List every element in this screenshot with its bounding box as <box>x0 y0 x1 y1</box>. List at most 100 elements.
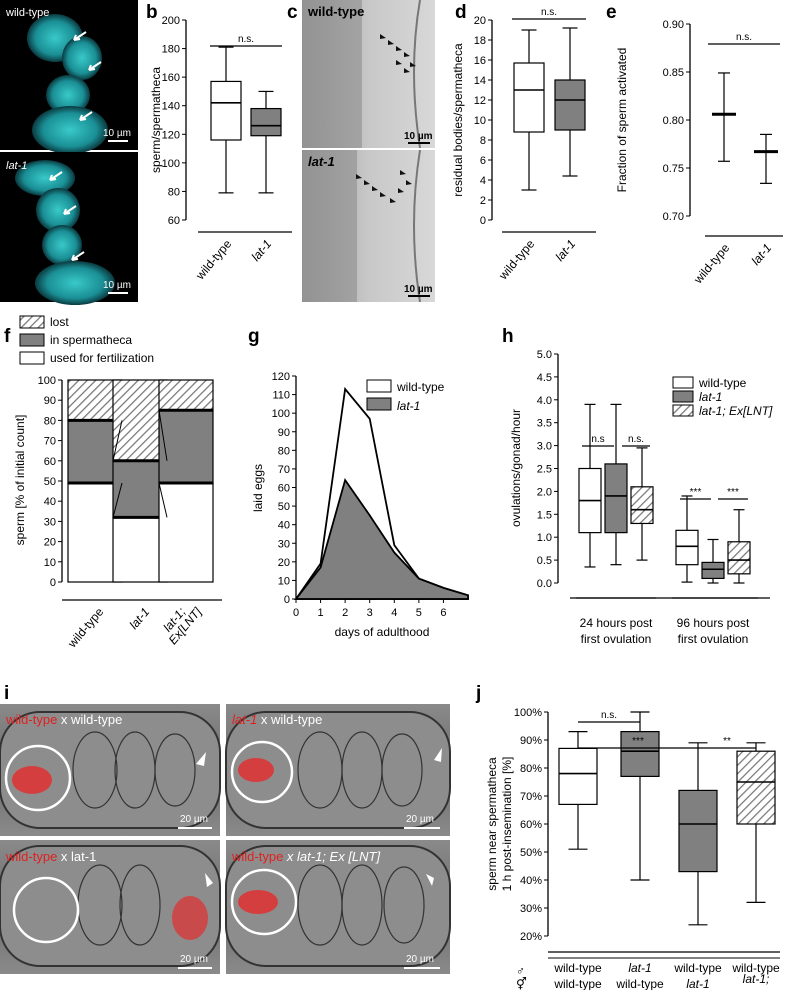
legend-label: lost <box>50 315 69 329</box>
y-tick-label: 100 <box>272 408 290 420</box>
legend-swatch <box>19 351 45 365</box>
panel-label-g: g <box>248 326 260 347</box>
y-tick-label: 50 <box>278 501 290 513</box>
herm-genotype: lat-1 <box>686 977 709 990</box>
y-tick-label: 180 <box>162 44 180 56</box>
y-tick-label: 2.0 <box>537 486 552 498</box>
scale-bar-label: 10 µm <box>103 280 131 291</box>
y-tick-label: 30 <box>44 516 56 528</box>
cross-female: wild-type <box>5 712 57 727</box>
arrow-icon <box>49 171 63 181</box>
area-lat1 <box>294 477 469 600</box>
box-96h-box <box>675 529 699 566</box>
legend-swatch <box>672 404 694 417</box>
y-tick-label: 50% <box>520 847 542 859</box>
y-tick-label: 30% <box>520 903 542 915</box>
bar-lost <box>158 379 214 411</box>
cross-male: x wild-type <box>57 712 122 727</box>
y-tick-label: 160 <box>162 72 180 84</box>
arrowhead-icon <box>426 874 434 886</box>
legend-swatch <box>366 397 392 411</box>
y-tick-label: 1.5 <box>537 509 552 521</box>
y-tick-label: 90% <box>520 735 542 747</box>
scale-bar-label: 20 µm <box>180 814 208 825</box>
y-tick-label: 4 <box>480 175 486 187</box>
panel-label-b: b <box>146 2 158 23</box>
micrograph-c-lat1: lat-1 10 µm <box>302 149 435 303</box>
y-axis-label: sperm/spermatheca <box>149 67 163 173</box>
y-tick-label: 10 <box>44 557 56 569</box>
x-tick-label: 4 <box>391 607 397 619</box>
y-tick-label: 100% <box>514 707 542 719</box>
y-tick-label: 0.5 <box>537 555 552 567</box>
legend-swatch <box>672 376 694 389</box>
y-tick-label: 0.80 <box>663 115 684 127</box>
arrowhead-icon <box>380 34 416 73</box>
y-tick-label: 40 <box>278 520 290 532</box>
y-tick-label: 90 <box>44 395 56 407</box>
scale-bar-label: 10 µm <box>404 284 433 295</box>
y-tick-label: 4.0 <box>537 395 552 407</box>
x-tick-label: 5 <box>416 607 422 619</box>
significance-label: *** <box>632 736 644 747</box>
y-tick-label: 20 <box>474 15 486 27</box>
y-tick-label: 0 <box>480 215 486 227</box>
x-tick-label: lat-1 <box>749 241 775 268</box>
y-tick-label: 0.70 <box>663 211 684 223</box>
y-tick-label: 30 <box>278 538 290 550</box>
significance-label: n.s. <box>628 434 644 445</box>
y-axis-label: sperm near spermatheca <box>485 757 499 891</box>
panel-label-i: i <box>4 683 9 704</box>
y-tick-label: 20% <box>520 931 542 943</box>
box-1-box <box>620 730 660 777</box>
y-tick-label: 140 <box>162 101 180 113</box>
significance-label: n.s. <box>541 7 557 18</box>
significance-label: n.s. <box>238 34 254 45</box>
x-tick-label: wild-type <box>64 605 106 651</box>
y-tick-label: 0 <box>50 577 56 589</box>
y-tick-label: 60 <box>44 456 56 468</box>
svg-text:lat-1 x wild-type: lat-1 x wild-type <box>232 712 322 727</box>
x-tick-label: 2 <box>342 607 348 619</box>
arrowhead-icon <box>205 873 213 887</box>
chart-g: 0 10 20 30 40 50 60 70 80 90 100 110 120 laid eggs 0 1 2… <box>251 371 469 639</box>
micrograph-a-top-label: wild-type <box>5 7 49 19</box>
y-tick-label: 10 <box>474 115 486 127</box>
y-tick-label: 110 <box>272 390 290 402</box>
micrograph-c-top-label: wild-type <box>307 4 364 19</box>
panel-label-e: e <box>606 2 617 23</box>
y-tick-label: 0.90 <box>663 19 684 31</box>
box-lat1-box <box>554 79 586 131</box>
cross-female: wild-type <box>231 849 283 864</box>
y-tick-label: 80% <box>520 763 542 775</box>
male-genotype: wild-type <box>673 961 722 975</box>
male-genotype: wild-type <box>553 961 602 975</box>
svg-text:wild-type x wild-type: wild-type x wild-type <box>5 712 122 727</box>
y-tick-label: 2.5 <box>537 464 552 476</box>
legend-swatch <box>366 379 392 393</box>
legend-label: used for fertilization <box>50 351 154 365</box>
y-tick-label: 70 <box>44 436 56 448</box>
significance-label: n.s. <box>736 32 752 43</box>
svg-text:wild-type x lat-1; Ex [LNT]: wild-type x lat-1; Ex [LNT] <box>231 849 380 864</box>
panel-label-c: c <box>287 2 298 23</box>
micrograph-c-wildtype: wild-type 10 µm <box>302 0 435 149</box>
y-tick-label: 100 <box>38 375 56 387</box>
chart-j: 20% 30% 40% 50% 60% 70% 80% 90% 100% sperm near s… <box>485 707 780 990</box>
bar-in-spermatheca <box>158 409 214 484</box>
legend-label: lat-1 <box>699 390 722 404</box>
herm-symbol-icon: ⚥ <box>516 977 527 990</box>
significance-label: *** <box>727 487 739 498</box>
x-tick-label: wild-type <box>495 237 537 283</box>
y-tick-label: 0 <box>284 594 290 606</box>
male-symbol-icon: ♂ <box>516 964 525 978</box>
chart-e: 0.70 0.75 0.80 0.85 0.90 Fraction of sperm ac… <box>615 19 783 287</box>
y-tick-label: 8 <box>480 135 486 147</box>
micrograph-i-tl: wild-type x wild-type 20 µm <box>0 704 221 836</box>
y-tick-label: 200 <box>162 15 180 27</box>
y-tick-label: 0.0 <box>537 578 552 590</box>
arrowhead-icon <box>356 170 412 203</box>
bar-used-for-fertilization <box>158 482 214 583</box>
y-tick-label: 40% <box>520 875 542 887</box>
y-tick-label: 80 <box>168 186 180 198</box>
